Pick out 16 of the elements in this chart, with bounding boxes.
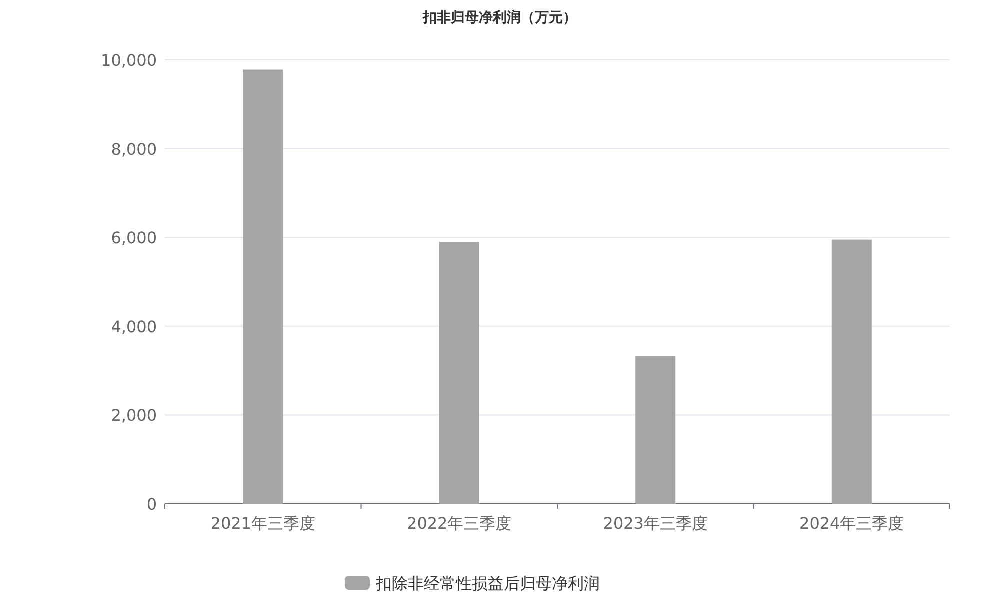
y-tick-label: 2,000: [111, 406, 157, 426]
bar: [832, 240, 872, 504]
chart-title: 扣非归母净利润（万元）: [422, 9, 577, 26]
x-tick-label: 2021年三季度: [210, 514, 316, 533]
x-tick-label: 2024年三季度: [800, 514, 904, 533]
x-tick-label: 2023年三季度: [603, 514, 708, 533]
x-tick-label: 2022年三季度: [407, 514, 512, 533]
legend-label: 扣除非经常性损益后归母净利润: [375, 574, 600, 593]
bar: [636, 356, 676, 504]
y-tick-label: 10,000: [101, 51, 157, 70]
y-tick-label: 6,000: [111, 228, 157, 248]
y-tick-label: 4,000: [111, 317, 157, 336]
bar: [439, 242, 480, 504]
bar: [243, 70, 284, 504]
y-tick-label: 8,000: [111, 140, 157, 159]
y-tick-label: 0: [146, 495, 157, 514]
